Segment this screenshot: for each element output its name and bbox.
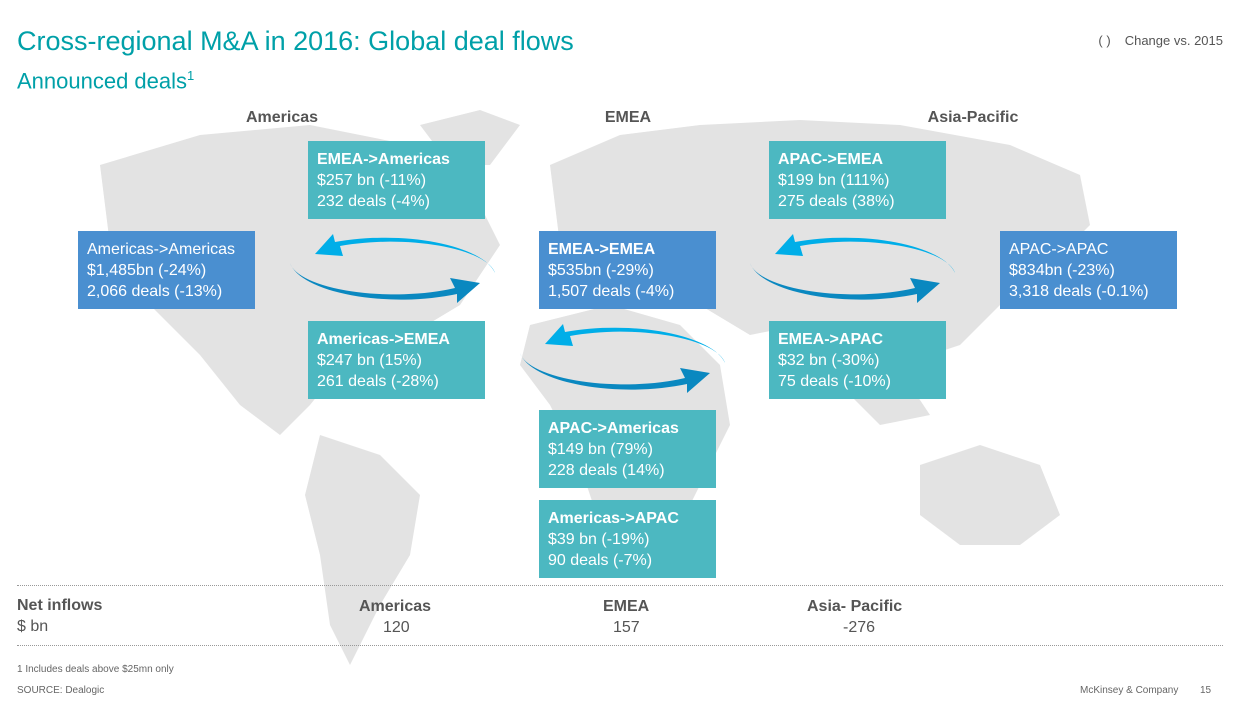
- flow-value: $199 bn (111%): [778, 172, 890, 189]
- page-subtitle: Announced deals1: [17, 68, 194, 94]
- divider: [17, 645, 1223, 646]
- flow-deals: 1,507 deals (-4%): [548, 283, 675, 300]
- flow-deals: 2,066 deals (-13%): [87, 283, 223, 300]
- flow-label: EMEA->Americas: [317, 151, 450, 168]
- flow-box-apac-to-americas: APAC->Americas $149 bn (79%) 228 deals (…: [539, 410, 716, 488]
- net-emea-value: 157: [613, 619, 640, 636]
- flow-label: APAC->Americas: [548, 420, 679, 437]
- legend-symbol: ( ): [1098, 33, 1111, 48]
- flow-box-emea-to-americas: EMEA->Americas $257 bn (-11%) 232 deals …: [308, 141, 485, 219]
- flow-deals: 75 deals (-10%): [778, 373, 891, 390]
- page-number: 15: [1200, 685, 1212, 696]
- flow-value: $834bn (-23%): [1009, 262, 1115, 279]
- flow-box-americas-to-apac: Americas->APAC $39 bn (-19%) 90 deals (-…: [539, 500, 716, 578]
- flow-value: $257 bn (-11%): [317, 172, 427, 189]
- flow-box-americas-to-americas: Americas->Americas $1,485bn (-24%) 2,066…: [78, 231, 255, 309]
- net-americas-value: 120: [383, 619, 410, 636]
- flow-value: $39 bn (-19%): [548, 531, 650, 548]
- region-americas: Americas: [245, 109, 319, 126]
- flow-box-apac-to-apac: APAC->APAC $834bn (-23%) 3,318 deals (-0…: [1000, 231, 1177, 309]
- flow-label: Americas->Americas: [87, 241, 236, 258]
- legend: ( ) Change vs. 2015: [1098, 33, 1223, 48]
- flow-label: EMEA->EMEA: [548, 241, 656, 258]
- flow-value: $32 bn (-30%): [778, 352, 880, 369]
- flow-label: Americas->APAC: [548, 510, 679, 527]
- arrow-apac-emea: [749, 234, 955, 303]
- flow-label: APAC->EMEA: [778, 151, 884, 168]
- legend-label: Change vs. 2015: [1124, 33, 1223, 48]
- net-emea-label: EMEA: [603, 598, 650, 615]
- flow-label: EMEA->APAC: [778, 331, 884, 348]
- net-inflows-label: Net inflows: [17, 597, 103, 614]
- region-emea: EMEA: [604, 109, 652, 126]
- subtitle-text: Announced deals: [17, 68, 188, 94]
- flow-box-americas-to-emea: Americas->EMEA $247 bn (15%) 261 deals (…: [308, 321, 485, 399]
- footnote-marker: 1: [187, 68, 195, 83]
- net-apac-value: -276: [843, 619, 876, 636]
- source: SOURCE: Dealogic: [17, 685, 105, 696]
- flow-deals: 275 deals (38%): [778, 193, 895, 210]
- page-title: Cross-regional M&A in 2016: Global deal …: [17, 26, 574, 56]
- flow-box-emea-to-apac: EMEA->APAC $32 bn (-30%) 75 deals (-10%): [769, 321, 946, 399]
- flow-deals: 261 deals (-28%): [317, 373, 439, 390]
- flow-box-emea-to-emea: EMEA->EMEA $535bn (-29%) 1,507 deals (-4…: [539, 231, 716, 309]
- flow-value: $149 bn (79%): [548, 441, 653, 458]
- flow-deals: 232 deals (-4%): [317, 193, 430, 210]
- arrow-emea-apac-americas: [519, 324, 725, 393]
- net-americas-label: Americas: [359, 598, 432, 615]
- flow-value: $247 bn (15%): [317, 352, 422, 369]
- company-name: McKinsey & Company: [1080, 685, 1179, 696]
- flow-value: $1,485bn (-24%): [87, 262, 207, 279]
- flow-box-apac-to-emea: APAC->EMEA $199 bn (111%) 275 deals (38%…: [769, 141, 946, 219]
- divider: [17, 585, 1223, 586]
- region-apac: Asia-Pacific: [927, 109, 1019, 126]
- flow-label: Americas->EMEA: [317, 331, 450, 348]
- flow-value: $535bn (-29%): [548, 262, 654, 279]
- footnote: 1 Includes deals above $25mn only: [17, 664, 174, 675]
- net-inflows-unit: $ bn: [17, 618, 49, 635]
- flow-label: APAC->APAC: [1009, 241, 1109, 258]
- flow-deals: 3,318 deals (-0.1%): [1009, 283, 1149, 300]
- flow-deals: 90 deals (-7%): [548, 552, 653, 569]
- net-apac-label: Asia- Pacific: [807, 598, 903, 615]
- flow-deals: 228 deals (14%): [548, 462, 665, 479]
- arrow-americas-emea: [289, 234, 495, 303]
